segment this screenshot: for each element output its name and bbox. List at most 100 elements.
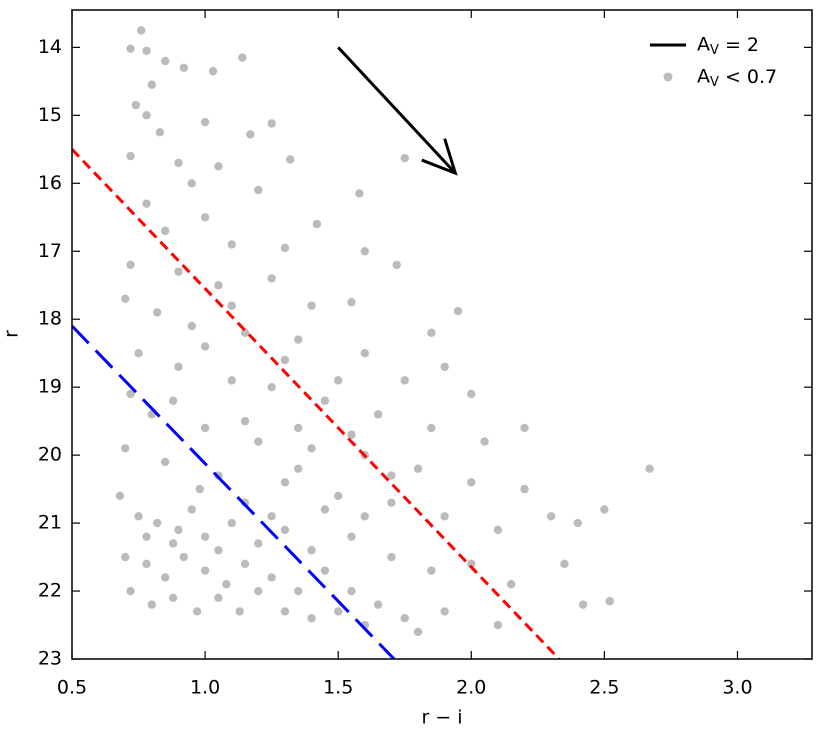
scatter-point xyxy=(413,627,423,637)
scatter-point xyxy=(578,600,588,609)
scatter-point xyxy=(246,130,255,139)
scatter-point xyxy=(137,26,146,35)
scatter-point xyxy=(160,573,170,582)
scatter-point xyxy=(280,607,290,616)
scatter-point xyxy=(493,620,503,630)
scatter-point xyxy=(280,478,290,487)
scatter-point xyxy=(294,586,303,596)
scatter-point xyxy=(546,512,556,521)
y-tick-label: 23 xyxy=(38,648,62,670)
scatter-point xyxy=(227,376,236,385)
scatter-point xyxy=(333,607,343,616)
scatter-point xyxy=(320,505,330,514)
x-axis-label: r − i xyxy=(421,707,462,729)
scatter-point xyxy=(480,437,489,446)
scatter-point xyxy=(240,559,250,569)
scatter-point xyxy=(240,416,250,426)
reference-line xyxy=(72,148,561,659)
scatter-point xyxy=(200,566,210,575)
scatter-point xyxy=(413,464,423,473)
scatter-point xyxy=(160,56,170,66)
scatter-point xyxy=(347,430,356,439)
scatter-point xyxy=(267,274,276,283)
y-tick-label: 15 xyxy=(38,104,62,126)
plot-area xyxy=(72,26,654,659)
scatter-point xyxy=(440,607,449,616)
scatter-point xyxy=(355,189,364,198)
scatter-point xyxy=(373,410,383,419)
scatter-point xyxy=(227,518,236,528)
scatter-point xyxy=(214,162,223,171)
scatter-point xyxy=(174,267,183,276)
scatter-point xyxy=(320,396,330,405)
scatter-point xyxy=(453,306,463,316)
scatter-point xyxy=(347,586,356,596)
scatter-point xyxy=(267,512,276,521)
scatter-point xyxy=(347,532,356,541)
scatter-point xyxy=(168,593,178,603)
arrow-head xyxy=(421,138,458,176)
scatter-point xyxy=(142,111,151,120)
scatter-point xyxy=(254,586,263,596)
scatter-point xyxy=(168,396,178,405)
y-tick-label: 22 xyxy=(38,580,62,602)
x-tick-label: 3.0 xyxy=(722,677,752,699)
x-tick-label: 1.0 xyxy=(190,677,220,699)
scatter-point xyxy=(200,342,210,351)
scatter-point xyxy=(174,362,183,371)
scatter-point xyxy=(294,335,303,344)
scatter-point xyxy=(600,505,609,514)
scatter-point xyxy=(152,308,162,317)
y-axis-label: r xyxy=(1,330,23,338)
scatter-point xyxy=(427,423,436,433)
y-tick-label: 18 xyxy=(38,308,62,330)
x-tick-label: 2.5 xyxy=(589,677,619,699)
scatter-point xyxy=(387,471,396,480)
y-tick-label: 19 xyxy=(38,376,62,398)
scatter-point xyxy=(254,185,263,195)
scatter-point xyxy=(240,328,250,338)
scatter-point xyxy=(294,464,303,473)
scatter-point xyxy=(115,491,125,501)
scatter-point xyxy=(121,294,130,304)
scatter-point xyxy=(560,559,569,569)
scatter-point xyxy=(467,559,476,569)
scatter-point xyxy=(195,484,204,494)
scatter-point xyxy=(347,298,356,307)
scatter-point xyxy=(360,247,370,256)
legend-label: AV < 0.7 xyxy=(697,66,777,90)
scatter-point xyxy=(360,512,370,521)
scatter-point xyxy=(373,600,383,609)
scatter-point xyxy=(134,512,143,521)
scatter-point xyxy=(121,552,130,562)
scatter-point xyxy=(254,539,263,548)
legend-label: AV = 2 xyxy=(697,34,759,58)
scatter-point xyxy=(286,155,295,164)
scatter-point xyxy=(174,158,183,168)
scatter-point xyxy=(267,382,276,392)
scatter-point xyxy=(333,491,343,501)
scatter-point xyxy=(267,119,276,128)
scatter-point xyxy=(142,199,151,208)
scatter-point xyxy=(152,518,162,528)
x-tick-label: 0.5 xyxy=(57,677,87,699)
plot-frame xyxy=(71,9,813,660)
scatter-point xyxy=(400,376,409,385)
scatter-point xyxy=(192,607,202,616)
scatter-point xyxy=(235,607,244,616)
scatter-point xyxy=(121,444,130,453)
scatter-point xyxy=(214,281,223,290)
scatter-point xyxy=(187,179,196,188)
scatter-point xyxy=(222,580,231,589)
scatter-point xyxy=(126,389,135,399)
scatter-point xyxy=(200,532,210,541)
scatter-point xyxy=(126,260,135,270)
x-tick-label: 1.5 xyxy=(323,677,353,699)
scatter-point xyxy=(267,573,276,582)
scatter-point xyxy=(312,219,322,229)
scatter-point xyxy=(400,153,409,163)
scatter-point xyxy=(507,580,516,589)
scatter-point xyxy=(307,546,316,555)
scatter-point xyxy=(280,525,290,535)
